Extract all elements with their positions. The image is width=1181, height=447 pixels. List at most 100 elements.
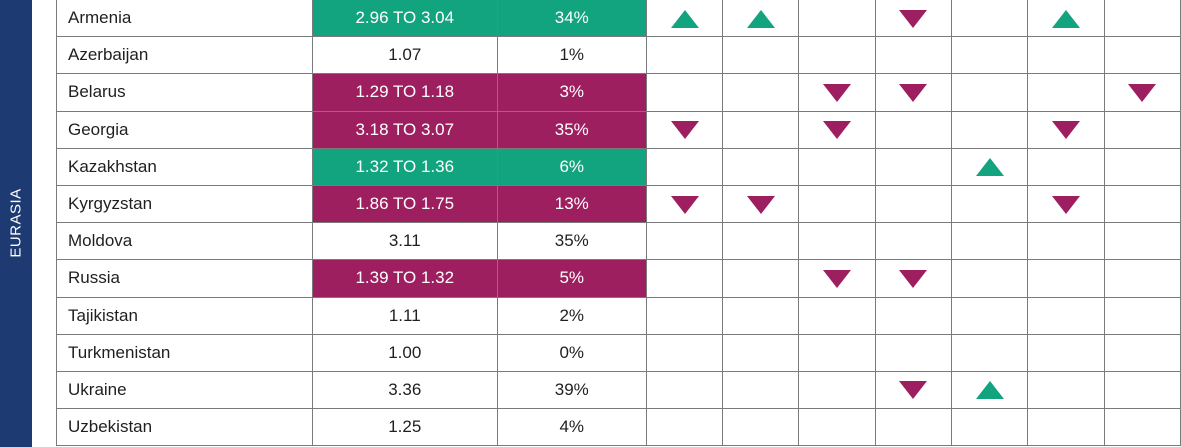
indicator-cell — [722, 408, 800, 447]
indicator-cell — [951, 0, 1029, 38]
score-cell: 3.36 — [311, 370, 498, 410]
indicator-cell — [874, 110, 953, 149]
indicator-cell — [874, 408, 953, 447]
triangle-down-icon — [1051, 195, 1080, 214]
indicator-cell — [1027, 333, 1105, 372]
score-cell: 1.07 — [311, 36, 498, 75]
triangle-down-icon — [899, 269, 928, 288]
indicator-cell — [1027, 73, 1105, 112]
indicator-cell — [1103, 110, 1181, 149]
triangle-down-icon — [899, 381, 928, 400]
indicator-cell — [951, 73, 1029, 112]
indicator-cell — [722, 110, 800, 149]
percent-cell: 35% — [496, 222, 647, 261]
indicator-cell — [798, 73, 876, 112]
indicator-cell — [645, 296, 724, 335]
table-row: Belarus 1.29 TO 1.18 3% — [56, 73, 1181, 112]
country-name: Ukraine — [56, 370, 313, 410]
score-cell: 1.11 — [311, 296, 498, 335]
score-cell: 1.29 TO 1.18 — [311, 73, 498, 112]
score-cell: 1.25 — [311, 408, 498, 447]
indicator-cell — [1103, 222, 1181, 261]
country-name: Moldova — [56, 222, 313, 261]
indicator-cell — [1027, 259, 1105, 298]
indicator-cell — [874, 296, 953, 335]
triangle-down-icon — [1128, 83, 1157, 102]
indicator-cell — [874, 184, 953, 224]
indicator-cell — [1027, 110, 1105, 149]
table-row: Russia 1.39 TO 1.32 5% — [56, 259, 1181, 298]
indicator-cell — [1103, 36, 1181, 75]
indicator-cell — [1103, 73, 1181, 112]
indicator-cell — [722, 333, 800, 372]
indicator-cell — [951, 110, 1029, 149]
indicator-cell — [1027, 296, 1105, 335]
indicator-cell — [798, 222, 876, 261]
country-name: Kyrgyzstan — [56, 184, 313, 224]
percent-cell: 39% — [496, 370, 647, 410]
indicator-cell — [951, 296, 1029, 335]
score-cell: 1.00 — [311, 333, 498, 372]
indicator-cell — [645, 370, 724, 410]
indicator-cell — [874, 259, 953, 298]
indicator-cell — [874, 147, 953, 186]
triangle-down-icon — [670, 195, 699, 214]
indicator-cell — [951, 147, 1029, 186]
percent-cell: 1% — [496, 36, 647, 75]
indicator-cell — [798, 259, 876, 298]
country-name: Azerbaijan — [56, 36, 313, 75]
indicator-cell — [645, 73, 724, 112]
indicator-cell — [722, 73, 800, 112]
table-row: Kyrgyzstan 1.86 TO 1.75 13% — [56, 184, 1181, 224]
indicator-cell — [1103, 408, 1181, 447]
indicator-cell — [1103, 0, 1181, 38]
indicator-cell — [1103, 184, 1181, 224]
indicator-cell — [645, 110, 724, 149]
indicator-cell — [1027, 222, 1105, 261]
triangle-down-icon — [823, 269, 852, 288]
indicator-cell — [1027, 36, 1105, 75]
triangle-up-icon — [1051, 9, 1080, 28]
indicator-cell — [798, 408, 876, 447]
percent-cell: 35% — [496, 110, 647, 149]
indicator-cell — [1027, 408, 1105, 447]
indicator-cell — [951, 408, 1029, 447]
table-row: Armenia 2.96 TO 3.04 34% — [56, 0, 1181, 38]
indicator-cell — [951, 370, 1029, 410]
triangle-up-icon — [975, 158, 1004, 177]
percent-cell: 13% — [496, 184, 647, 224]
table-row: Moldova 3.11 35% — [56, 222, 1181, 261]
indicator-cell — [951, 184, 1029, 224]
indicator-cell — [1027, 0, 1105, 38]
score-cell: 1.39 TO 1.32 — [311, 259, 498, 298]
indicator-cell — [722, 184, 800, 224]
indicator-cell — [645, 0, 724, 38]
indicator-cell — [874, 0, 953, 38]
indicator-cell — [1027, 370, 1105, 410]
indicator-cell — [645, 147, 724, 186]
indicator-cell — [1103, 370, 1181, 410]
indicator-cell — [798, 110, 876, 149]
indicator-cell — [874, 370, 953, 410]
score-cell: 1.86 TO 1.75 — [311, 184, 498, 224]
triangle-down-icon — [670, 121, 699, 140]
indicator-cell — [1103, 296, 1181, 335]
country-name: Kazakhstan — [56, 147, 313, 186]
indicator-cell — [951, 333, 1029, 372]
country-name: Belarus — [56, 73, 313, 112]
indicator-cell — [1027, 184, 1105, 224]
indicator-cell — [722, 0, 800, 38]
indicator-cell — [645, 408, 724, 447]
score-cell: 3.18 TO 3.07 — [311, 110, 498, 149]
indicator-cell — [1103, 147, 1181, 186]
indicator-cell — [874, 73, 953, 112]
indicator-cell — [798, 36, 876, 75]
table-row: Azerbaijan 1.07 1% — [56, 36, 1181, 75]
region-label: EURASIA — [7, 188, 25, 258]
table-row: Georgia 3.18 TO 3.07 35% — [56, 110, 1181, 149]
indicator-cell — [1027, 147, 1105, 186]
indicator-cell — [722, 147, 800, 186]
country-table-body: Armenia 2.96 TO 3.04 34% Azerbaijan 1.07 1% Be… — [56, 0, 1181, 447]
percent-cell: 34% — [496, 0, 647, 38]
indicator-cell — [645, 36, 724, 75]
